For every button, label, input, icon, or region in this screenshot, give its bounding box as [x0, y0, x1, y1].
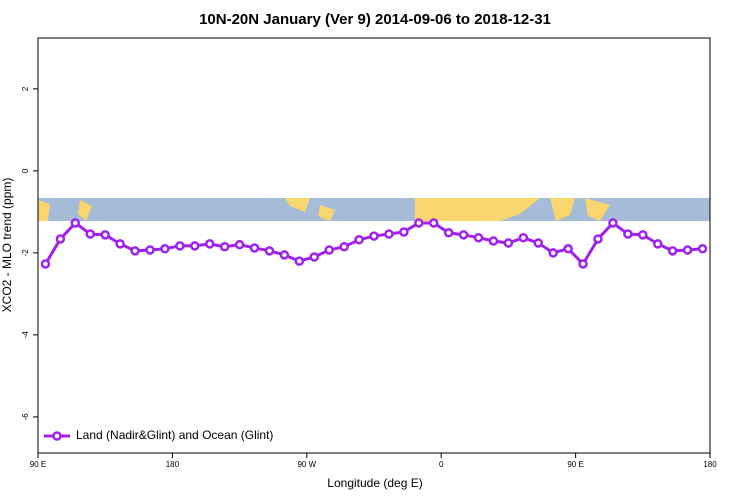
plot-frame [37, 37, 711, 454]
data-point [130, 246, 140, 256]
data-point [518, 232, 529, 243]
data-point [234, 239, 245, 250]
x-tick-label: 90 E [567, 460, 583, 469]
x-tick-label: 90 W [297, 460, 316, 469]
data-point [294, 256, 305, 266]
data-point [279, 250, 290, 260]
data-point [175, 241, 185, 251]
data-point [160, 244, 170, 254]
data-point [204, 239, 215, 249]
x-tick-label: 0 [439, 460, 444, 469]
data-point [145, 245, 155, 255]
y-tick-label: -6 [21, 413, 30, 421]
data-point [339, 241, 349, 252]
data-point [608, 218, 618, 228]
data-point [682, 245, 693, 255]
data-point [667, 246, 678, 256]
legend-marker [52, 431, 62, 441]
legend-label: Land (Nadir&Glint) and Ocean (Glint) [76, 428, 273, 442]
y-tick-label: 2 [21, 86, 30, 91]
map-strip [38, 198, 710, 221]
data-point [548, 248, 558, 258]
data-point [503, 238, 514, 248]
data-point [354, 235, 364, 245]
data-point [623, 229, 633, 239]
data-point [70, 218, 81, 228]
data-point [264, 246, 275, 256]
x-tick-label: 180 [166, 460, 180, 469]
y-axis-label: XCO2 - MLO trend (ppm) [0, 178, 14, 313]
data-point [414, 218, 424, 228]
data-point [40, 259, 51, 269]
data-point [488, 236, 499, 246]
x-axis-label: Longitude (deg E) [327, 476, 422, 490]
data-point [85, 229, 96, 239]
series-line [44, 220, 703, 267]
data-point [638, 230, 648, 240]
data-point [443, 228, 454, 238]
data-point [473, 232, 484, 243]
data-point [428, 218, 439, 228]
y-tick-label: -2 [21, 249, 30, 257]
data-point [533, 238, 544, 248]
data-point [578, 259, 588, 269]
data-point [399, 227, 409, 237]
data-point [652, 239, 663, 249]
data-point [190, 241, 200, 251]
data-point [324, 245, 334, 255]
data-point [115, 239, 125, 249]
data-point [384, 229, 394, 239]
data-point [369, 231, 379, 241]
x-tick-label: 90 E [30, 460, 46, 469]
data-point [55, 234, 66, 244]
data-point [458, 230, 469, 240]
data-point [563, 244, 573, 254]
data-point [697, 244, 708, 254]
y-tick-label: -4 [21, 331, 30, 339]
chart-title: 10N-20N January (Ver 9) 2014-09-06 to 20… [199, 11, 551, 28]
data-point [249, 243, 260, 253]
y-tick-label: 0 [21, 168, 30, 173]
data-point [593, 234, 603, 244]
x-tick-label: 180 [703, 460, 717, 469]
data-point [219, 241, 230, 252]
data-point [100, 230, 110, 240]
data-point [309, 252, 320, 262]
